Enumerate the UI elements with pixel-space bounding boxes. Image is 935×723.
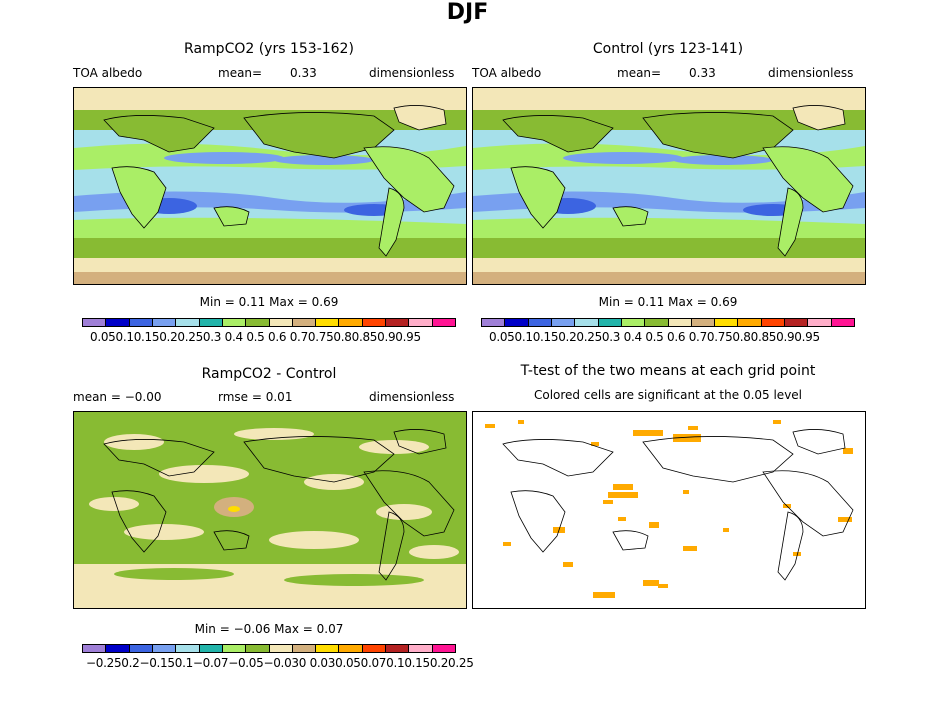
colorbar-swatch [409, 645, 433, 652]
colorbar-albedo-right [481, 318, 855, 327]
colorbar-swatch [339, 319, 363, 326]
variable-label: TOA albedo [73, 66, 143, 80]
colorbar-swatch [292, 319, 317, 326]
colorbar-swatch [691, 319, 716, 326]
colorbar-swatch [386, 319, 410, 326]
albedo-field-svg [74, 88, 466, 284]
colorbar-swatch [432, 645, 455, 652]
significance-field-svg [473, 412, 865, 608]
albedo-field-svg [473, 88, 865, 284]
mean-label: mean= [218, 66, 263, 80]
colorbar-swatch [316, 645, 340, 652]
mean-value: 0.33 [689, 66, 716, 80]
colorbar-swatch [785, 319, 809, 326]
page-title: DJF [446, 0, 489, 25]
mean-value: 0.33 [290, 66, 317, 80]
colorbar-swatch [386, 645, 410, 652]
colorbar-swatch [482, 319, 506, 326]
difference-field-svg [74, 412, 466, 608]
panel-title-ttest: T-test of the two means at each grid poi… [520, 363, 816, 379]
panel-title-control: Control (yrs 123-141) [592, 41, 744, 57]
colorbar-swatch [222, 319, 247, 326]
colorbar-swatch [106, 319, 130, 326]
colorbar-tick-labels: 0.050.10.150.20.250.3 0.4 0.5 0.6 0.70.7… [489, 330, 820, 344]
colorbar-swatch [83, 319, 107, 326]
colorbar-swatch [339, 645, 363, 652]
colorbar-swatch [152, 645, 177, 652]
diff-rmse-text: rmse = 0.01 [218, 390, 293, 404]
colorbar-swatch [808, 319, 832, 326]
mean-label: mean= [617, 66, 662, 80]
colorbar-swatch [176, 645, 200, 652]
colorbar-swatch [129, 319, 153, 326]
colorbar-swatch [645, 319, 669, 326]
colorbar-swatch [246, 645, 270, 652]
colorbar-swatch [152, 319, 177, 326]
colorbar-tick-labels: 0.050.10.150.20.250.3 0.4 0.5 0.6 0.70.7… [90, 330, 421, 344]
colorbar-swatch [316, 319, 340, 326]
map-ttest [472, 411, 866, 609]
colorbar-swatch [362, 645, 387, 652]
colorbar-swatch [761, 319, 786, 326]
map-difference [73, 411, 467, 609]
colorbar-swatch [831, 319, 854, 326]
colorbar-swatch [362, 319, 387, 326]
variable-label: TOA albedo [472, 66, 542, 80]
significant-cells [485, 420, 853, 598]
colorbar-swatch [715, 319, 739, 326]
map-rampco2 [73, 87, 467, 285]
colorbar-swatch [575, 319, 599, 326]
colorbar-difference [82, 644, 456, 653]
colorbar-swatch [528, 319, 552, 326]
colorbar-swatch [598, 319, 622, 326]
minmax-text: Min = −0.06 Max = 0.07 [194, 622, 344, 636]
colorbar-swatch [409, 319, 433, 326]
colorbar-albedo-left [82, 318, 456, 327]
colorbar-swatch [738, 319, 762, 326]
units-label: dimensionless [369, 66, 455, 80]
colorbar-swatch [106, 645, 130, 652]
colorbar-swatch [222, 645, 247, 652]
colorbar-swatch [199, 319, 223, 326]
colorbar-tick-labels: −0.250.2−0.150.1−0.07−0.05−0.030 0.030.0… [86, 656, 474, 670]
colorbar-swatch [199, 645, 223, 652]
diff-mean-text: mean = −0.00 [73, 390, 162, 404]
minmax-text: Min = 0.11 Max = 0.69 [598, 295, 738, 309]
colorbar-swatch [292, 645, 317, 652]
panel-title-difference: RampCO2 - Control [201, 366, 337, 382]
units-label: dimensionless [768, 66, 854, 80]
ttest-subtitle: Colored cells are significant at the 0.0… [533, 388, 803, 402]
map-control [472, 87, 866, 285]
colorbar-swatch [269, 319, 293, 326]
colorbar-swatch [551, 319, 576, 326]
colorbar-swatch [432, 319, 455, 326]
panel-title-rampco2: RampCO2 (yrs 153-162) [184, 41, 354, 57]
colorbar-swatch [668, 319, 692, 326]
colorbar-swatch [176, 319, 200, 326]
colorbar-swatch [129, 645, 153, 652]
colorbar-swatch [269, 645, 293, 652]
units-label: dimensionless [369, 390, 455, 404]
colorbar-swatch [246, 319, 270, 326]
colorbar-swatch [83, 645, 107, 652]
minmax-text: Min = 0.11 Max = 0.69 [199, 295, 339, 309]
colorbar-swatch [505, 319, 529, 326]
colorbar-swatch [621, 319, 646, 326]
